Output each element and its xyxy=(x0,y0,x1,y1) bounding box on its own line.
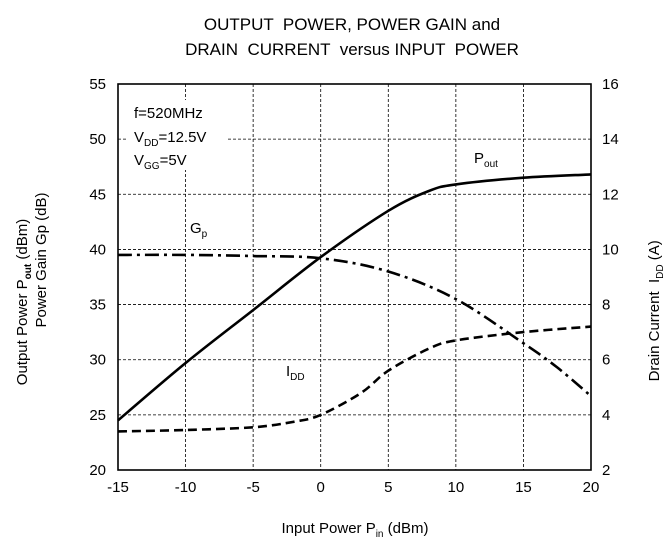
condition-vgg-value: =5V xyxy=(160,152,187,169)
idd-label: IDD xyxy=(286,363,305,383)
x-tick-label: -5 xyxy=(246,479,259,496)
y-left-tick-label: 25 xyxy=(89,407,106,424)
gp-label-main: G xyxy=(190,220,202,237)
gp-label-sub: p xyxy=(202,229,208,240)
y-left-tick-label: 30 xyxy=(89,352,106,369)
idd-label-bg xyxy=(282,361,320,387)
condition-frequency-text: f=520MHz xyxy=(134,105,203,122)
x-tick-label: 0 xyxy=(317,479,325,496)
x-axis-title-sub: in xyxy=(376,529,384,540)
condition-vdd-main: V xyxy=(134,129,144,146)
y-axis-title-left-line1: Output Power Pout (dBm) xyxy=(14,219,34,385)
x-tick-label: 20 xyxy=(583,479,600,496)
y-left-tick-label: 20 xyxy=(89,462,106,479)
y-left-tick-label: 40 xyxy=(89,241,106,258)
pout-label-main: P xyxy=(474,150,484,167)
x-tick-label: -15 xyxy=(107,479,129,496)
conditions-box-bg xyxy=(128,100,228,170)
pout-label-sub: out xyxy=(484,159,498,170)
condition-frequency: f=520MHz xyxy=(134,105,203,122)
y-right-title-main: Drain Current I xyxy=(646,279,663,382)
x-axis-title: Input Power Pin (dBm) xyxy=(281,520,428,540)
grid xyxy=(118,84,591,470)
y-right-tick-label: 12 xyxy=(602,186,619,203)
condition-vgg: VGG=5V xyxy=(134,152,187,172)
y-right-tick-label: 14 xyxy=(602,131,619,148)
x-axis-title-main: Input Power P xyxy=(281,520,375,537)
gp-label-bg xyxy=(187,216,219,242)
series-layer xyxy=(117,173,592,433)
plot-frame xyxy=(117,83,592,471)
series-idd-line xyxy=(117,325,592,433)
condition-vdd-value: =12.5V xyxy=(158,129,206,146)
x-tick-label: 15 xyxy=(515,479,532,496)
y-left-title-main: Output Power P xyxy=(14,279,31,385)
series-pout-line xyxy=(117,173,592,422)
condition-vdd: VDD=12.5V xyxy=(134,129,206,149)
pout-label-bg xyxy=(470,145,518,171)
ticks: -15 -10 -5 0 5 10 15 20 20 25 30 35 40 45 50 55 2 4 6 8 10 12… xyxy=(89,76,618,496)
y-axis-title-right: Drain Current IDD (A) xyxy=(646,219,665,410)
y-right-tick-label: 6 xyxy=(602,352,610,369)
x-tick-label: -10 xyxy=(175,479,197,496)
idd-label-sub: DD xyxy=(290,372,304,383)
pout-label: Pout xyxy=(474,150,498,170)
y-right-title-unit: (A) xyxy=(646,240,663,264)
y-axis-title-left-line2: Power Gain Gp (dB) xyxy=(33,192,50,327)
condition-vgg-main: V xyxy=(134,152,144,169)
series-gp-line xyxy=(117,253,592,398)
y-right-tick-label: 8 xyxy=(602,297,610,314)
chart-title-line2: DRAIN CURRENT versus INPUT POWER xyxy=(185,40,519,59)
y-left-tick-label: 35 xyxy=(89,297,106,314)
y-right-tick-label: 2 xyxy=(602,462,610,479)
y-right-tick-label: 4 xyxy=(602,407,610,424)
y-right-tick-label: 16 xyxy=(602,76,619,93)
chart-title-line1: OUTPUT POWER, POWER GAIN and xyxy=(204,15,500,34)
x-tick-label: 5 xyxy=(384,479,392,496)
y-left-title-unit: (dBm) xyxy=(14,219,31,264)
y-right-title-sub: DD xyxy=(655,264,665,278)
y-left-tick-label: 45 xyxy=(89,186,106,203)
condition-vdd-sub: DD xyxy=(144,138,158,149)
y-left-title-sub: out xyxy=(23,263,34,279)
x-axis-title-unit: (dBm) xyxy=(384,520,429,537)
idd-label-main: I xyxy=(286,363,290,380)
x-tick-label: 10 xyxy=(448,479,465,496)
condition-vgg-sub: GG xyxy=(144,161,160,172)
gp-label: Gp xyxy=(190,220,208,240)
y-left-tick-label: 55 xyxy=(89,76,106,93)
y-left-tick-label: 50 xyxy=(89,131,106,148)
labels: OUTPUT POWER, POWER GAIN and DRAIN CURRE… xyxy=(14,15,665,540)
y-right-tick-label: 10 xyxy=(602,241,619,258)
